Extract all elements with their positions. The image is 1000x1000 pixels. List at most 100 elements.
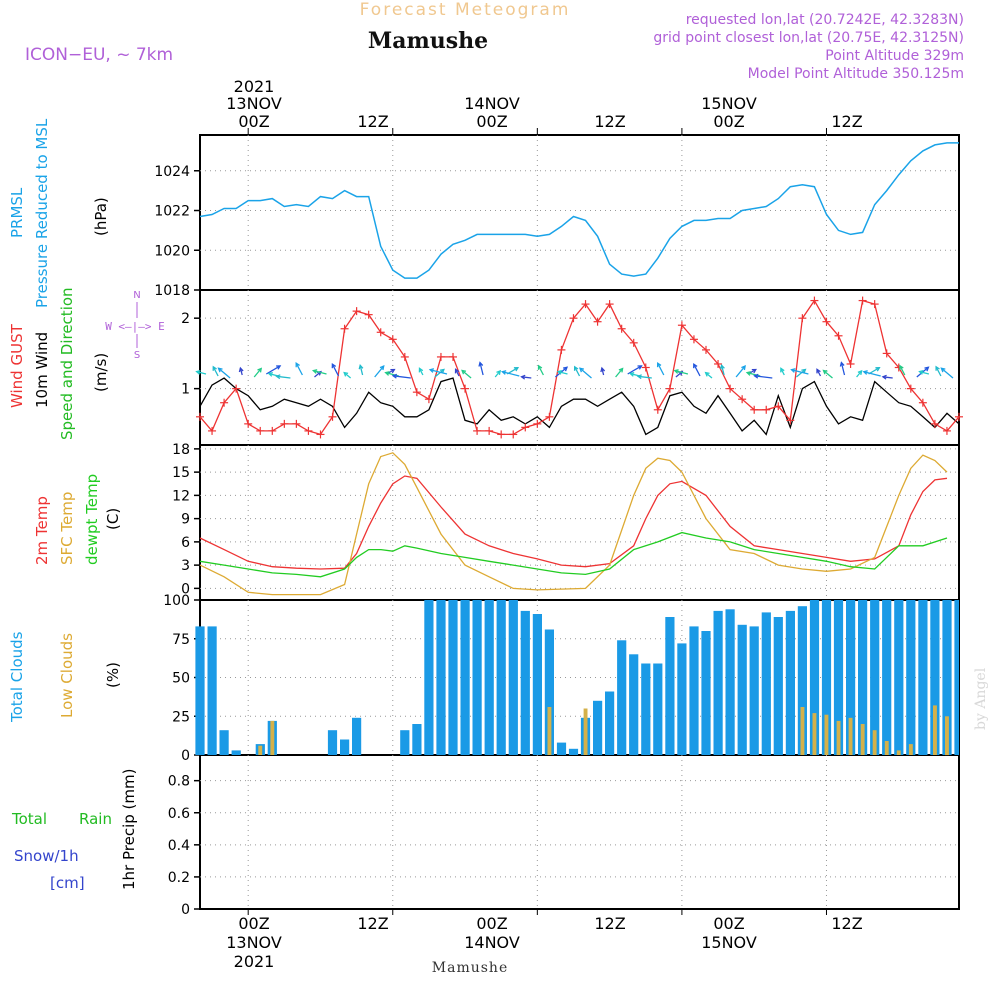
temp-2m-label: 2m Temp	[33, 496, 51, 565]
top-time-axis: 2021 13NOV 00Z 12Z 14NOV 00Z 12Z 15NOV 0…	[226, 77, 862, 131]
wind-arrow-shaft	[720, 365, 725, 376]
wind-arrow	[478, 361, 484, 376]
wind-arrow	[343, 371, 352, 379]
wind-arrow	[615, 367, 624, 378]
total-cloud-bar	[954, 600, 959, 755]
total-cloud-bar	[460, 600, 470, 755]
gust-marker	[918, 398, 927, 407]
wind-arrow-head	[628, 371, 635, 377]
pressure-ytick-label: 1018	[154, 283, 190, 299]
total-cloud-bar	[821, 600, 832, 755]
wind-arrow-shaft	[502, 371, 520, 377]
wind-arrow	[265, 365, 282, 375]
wind-arrow	[704, 371, 713, 379]
wind-arrow	[790, 368, 809, 375]
wind-arrow-head	[790, 368, 796, 373]
pressure-ytick-label: 1020	[154, 243, 190, 259]
gust-marker	[509, 430, 518, 439]
pressure-label-msl: Pressure Reduced to MSL	[33, 118, 51, 308]
wind-arrow-head	[924, 366, 930, 372]
pressure-panel	[199, 134, 960, 291]
total-cloud-bar	[568, 748, 579, 755]
gust-marker	[436, 352, 445, 361]
wind-arrow	[899, 364, 906, 376]
low-cloud-bar	[872, 730, 877, 755]
temp-sfc-line	[199, 452, 948, 596]
y-tick-labels: 1018102010221024120369121518025507510000…	[154, 164, 190, 918]
total-cloud-bar	[593, 700, 603, 756]
gust-marker	[256, 426, 265, 435]
wind-arrow-head	[195, 369, 201, 375]
total-clouds-label: Total Clouds	[8, 631, 26, 723]
wind-arrow-head	[822, 369, 828, 375]
wind-gust-label: Wind GUST	[8, 323, 26, 408]
wind-10m-label: 10m Wind	[33, 332, 51, 408]
wind-arrow-shaft	[863, 371, 881, 377]
low-cloud-bar	[860, 724, 865, 755]
gust-marker	[292, 419, 301, 428]
wind-arrow	[238, 366, 244, 376]
total-cloud-bar	[725, 609, 735, 755]
low-cloud-bar	[836, 720, 841, 755]
total-cloud-bar	[833, 600, 844, 755]
total-cloud-bar	[412, 724, 422, 755]
gust-marker	[268, 426, 277, 435]
wind-arrow-head	[500, 370, 507, 375]
gust-markers	[196, 296, 963, 439]
total-cloud-bar	[653, 663, 663, 755]
gust-marker	[846, 359, 855, 368]
gust-marker	[882, 349, 891, 358]
wind-arrow-head	[875, 367, 881, 372]
wind-arrow-shaft	[295, 362, 303, 376]
gust-marker	[244, 419, 253, 428]
total-cloud-bar	[882, 600, 892, 755]
wind-arrow-shaft	[746, 371, 761, 377]
wind-arrow	[391, 373, 411, 379]
wind-arrow-head	[753, 373, 759, 379]
wind-arrow-shaft	[899, 365, 906, 376]
wind-arrow-head	[556, 369, 563, 375]
bottom-time-axis: 00Z 13NOV 2021 12Z 00Z 14NOV 12Z 00Z 15N…	[226, 914, 862, 971]
wind-arrow	[358, 363, 364, 376]
total-cloud-bar	[436, 600, 446, 755]
cloud-bars	[195, 600, 959, 756]
wind-arrow-head	[358, 363, 364, 370]
gust-marker	[641, 363, 650, 372]
temp-ytick-label: 3	[181, 558, 190, 574]
wind-arrow-shaft	[637, 375, 652, 379]
top-year: 2021	[234, 77, 275, 96]
wind-arrow	[500, 370, 520, 377]
wind-arrow-shaft	[359, 365, 364, 376]
gust-marker	[208, 426, 217, 435]
bottom-date-15nov: 15NOV	[701, 933, 757, 952]
wind-arrow	[673, 369, 689, 375]
wind-arrow-shaft	[574, 366, 581, 377]
wind-arrow	[374, 365, 385, 378]
wind-arrow	[494, 369, 502, 378]
wind-arrow	[816, 368, 822, 377]
gust-marker	[653, 405, 662, 414]
gust-marker	[870, 300, 879, 309]
wind-arrow-head	[578, 367, 585, 373]
gust-marker	[557, 345, 566, 354]
wind-arrow	[636, 374, 652, 380]
wind-arrow	[461, 369, 472, 379]
gust-marker	[581, 300, 590, 309]
wind-arrow-head	[719, 363, 725, 370]
wind-arrow-head	[940, 367, 946, 373]
precip-ytick-label: 0.8	[168, 774, 190, 790]
wind-arrow-head	[439, 368, 445, 374]
gust-marker	[352, 307, 361, 316]
wind-arrow-head	[751, 368, 757, 374]
total-cloud-bar	[701, 631, 711, 755]
gust-marker	[340, 324, 349, 333]
precip-ytick-label: 0	[181, 902, 190, 918]
wind-arrow	[693, 363, 701, 377]
wind-arrow-shaft	[218, 367, 231, 379]
total-cloud-bar	[327, 730, 338, 755]
wind-arrow	[217, 367, 231, 379]
gust-marker	[376, 328, 385, 337]
wind-arrow-shaft	[253, 368, 262, 378]
gust-marker	[220, 398, 229, 407]
